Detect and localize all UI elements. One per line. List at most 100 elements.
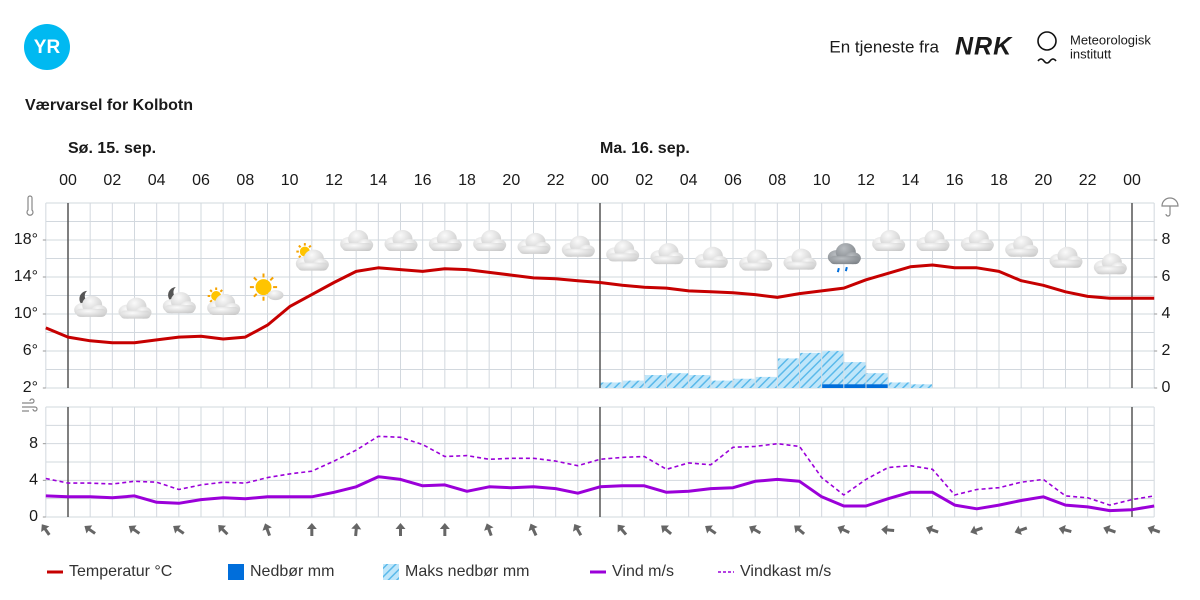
x-tick-label: 18: [990, 172, 1008, 189]
wind-arrow: [84, 525, 96, 535]
max-precip-bar: [600, 382, 622, 388]
precip-bar: [844, 384, 866, 388]
sun-ray: [209, 289, 213, 293]
cloud: [785, 261, 816, 270]
cloud: [874, 243, 905, 251]
institute-name: Meteorologisk: [1070, 32, 1151, 47]
x-tick-label: 14: [901, 172, 919, 189]
legend-label: Vind m/s: [612, 563, 674, 580]
cloud: [164, 305, 195, 314]
weather-symbol: [739, 249, 773, 271]
x-tick-label: 18: [458, 172, 476, 189]
chart-title: Værvarsel for Kolbotn: [25, 97, 193, 114]
wind-arrow: [41, 524, 51, 536]
legend-swatch: [228, 564, 244, 580]
wind-icon: [22, 398, 38, 412]
wind-arrow: [881, 524, 895, 535]
cloud: [918, 243, 949, 251]
x-tick-label: 14: [369, 172, 387, 189]
x-tick-label: 20: [1034, 172, 1052, 189]
cloud: [696, 259, 727, 268]
wind-arrow: [218, 525, 229, 536]
x-tick-label: 00: [591, 172, 609, 189]
max-precip-bar: [822, 351, 844, 388]
sun-ray: [219, 289, 223, 293]
cloud: [519, 245, 550, 254]
x-tick-label: 10: [281, 172, 299, 189]
cloud: [342, 243, 373, 251]
cloud: [563, 248, 594, 257]
wind-arrow: [749, 525, 762, 535]
weather-symbol: [827, 243, 861, 273]
header: YR En tjeneste fra NRK Meteorologisk ins…: [24, 24, 1151, 70]
legend-label: Maks nedbør mm: [405, 563, 529, 580]
max-precip-bar: [777, 358, 799, 388]
x-tick-label: 06: [192, 172, 210, 189]
y2-tick-label: 4: [1162, 305, 1171, 322]
wind-arrow: [617, 524, 628, 536]
weather-symbol: [384, 230, 418, 251]
sun: [255, 279, 272, 296]
y-tick-label: 14°: [14, 268, 38, 285]
legend-label: Vindkast m/s: [740, 563, 831, 580]
weather-symbol: [162, 287, 196, 314]
y-tick-label: 6°: [23, 342, 38, 359]
cloud: [430, 243, 461, 251]
wind-arrow: [837, 525, 850, 535]
x-tick-label: 12: [857, 172, 875, 189]
max-precip-bar: [733, 378, 755, 388]
wind-line: [45, 475, 1155, 513]
weather-symbol: [295, 243, 329, 271]
cloud: [120, 310, 151, 319]
y2-tick-label: 6: [1162, 268, 1171, 285]
gust-line: [45, 435, 1155, 506]
cloud: [608, 253, 639, 262]
wind-arrow: [661, 525, 673, 536]
nrk-logo[interactable]: NRK: [955, 33, 1013, 61]
umbrella-icon: [1161, 197, 1179, 217]
thermometer-icon: [26, 195, 34, 216]
weather-symbol: [207, 287, 241, 315]
x-tick-label: 20: [502, 172, 520, 189]
rain-drop: [836, 267, 840, 273]
cloud: [386, 243, 417, 251]
weather-symbol: [783, 248, 817, 270]
yr-logo-text: YR: [34, 37, 61, 58]
max-precip-bar: [755, 376, 777, 388]
cloud: [297, 262, 328, 271]
max-precip-bar: [644, 375, 666, 388]
weather-symbol: [428, 230, 462, 251]
wind-arrow: [128, 525, 141, 535]
day-label: Ma. 16. sep.: [600, 140, 690, 157]
rain-drop: [844, 266, 848, 272]
x-tick-label: 02: [103, 172, 121, 189]
wind-arrow: [1014, 525, 1028, 536]
wind-arrow: [794, 525, 806, 536]
cloud: [962, 243, 993, 251]
x-tick-label: 02: [635, 172, 653, 189]
met-logo-circle: [1037, 31, 1057, 51]
weather-symbol: [1005, 235, 1039, 257]
sun-ray: [308, 244, 312, 249]
yr-logo[interactable]: [24, 24, 70, 70]
wind-arrow: [351, 523, 362, 537]
weather-symbol: [249, 273, 284, 301]
cloud: [76, 308, 107, 317]
wind-arrow: [1058, 524, 1072, 535]
wind-arrow: [173, 525, 185, 535]
y-tick-label: 18°: [14, 231, 38, 248]
weather-symbol: [916, 230, 950, 251]
weather-symbol: [650, 243, 684, 265]
x-tick-label: 04: [148, 172, 166, 189]
weather-symbol: [473, 230, 507, 251]
max-precip-bar: [711, 380, 733, 388]
x-tick-label: 22: [1079, 172, 1097, 189]
precip-bar: [866, 384, 888, 388]
axis-icons: [22, 195, 1179, 412]
cloud: [209, 306, 240, 315]
cloud: [1095, 266, 1126, 275]
legend-label: Temperatur °C: [69, 563, 172, 580]
sun-ray: [298, 244, 302, 249]
institute-name: institutt: [1070, 46, 1112, 61]
